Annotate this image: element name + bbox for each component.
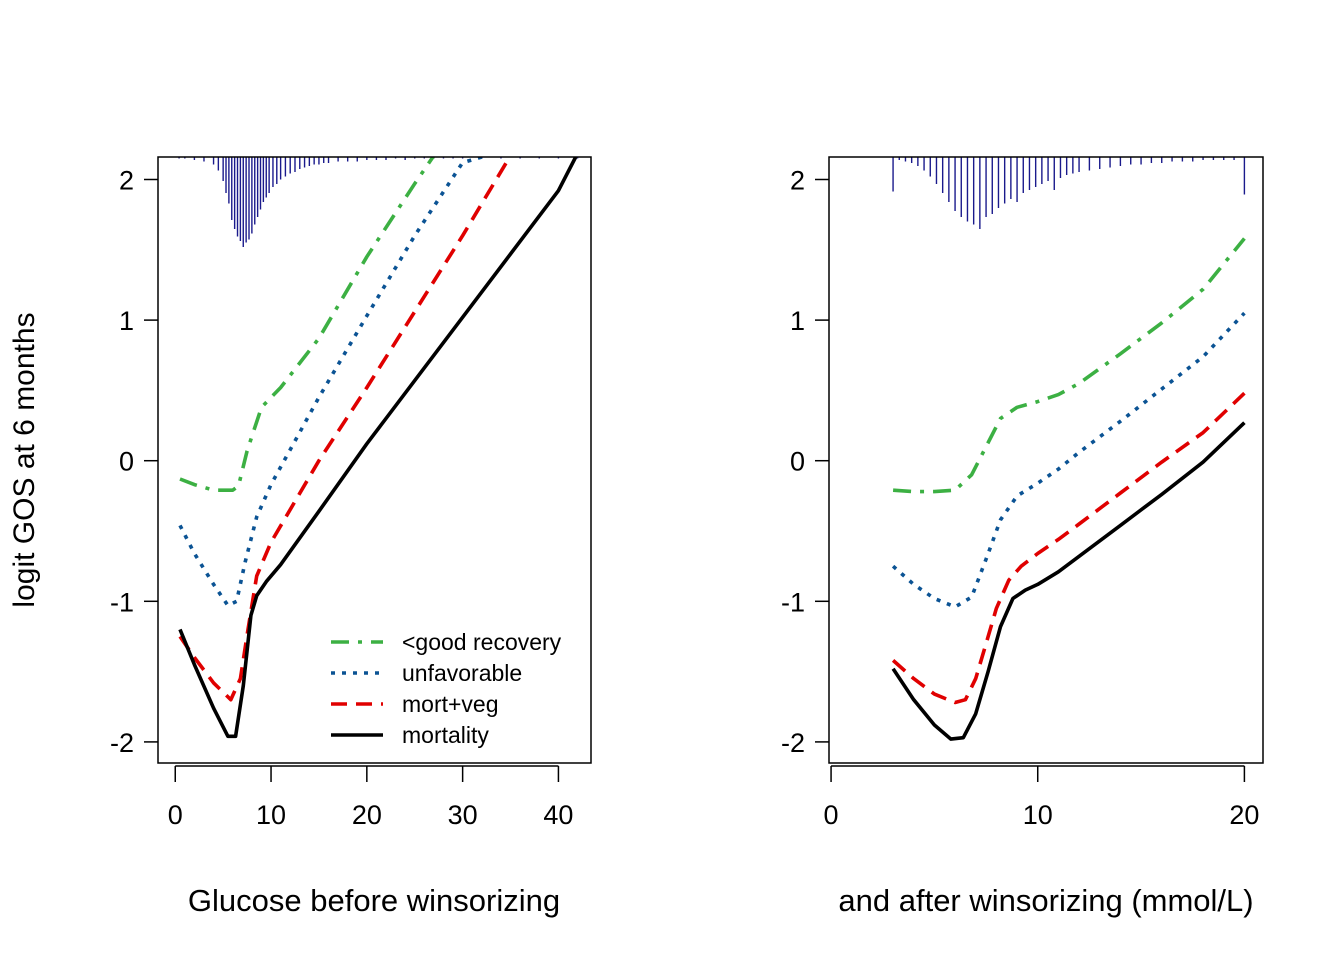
histogram-left — [178, 157, 579, 247]
y-tick-label: 2 — [790, 165, 805, 195]
x-tick-label: 0 — [168, 800, 183, 830]
legend: <good recovery unfavorable mort+veg mortali… — [331, 629, 562, 748]
series-line-unfavorable — [178, 157, 488, 608]
y-tick-label: 0 — [119, 447, 134, 477]
x-tick-label: 20 — [352, 800, 382, 830]
y-tick-label: -1 — [781, 587, 805, 617]
y-tick-label: 0 — [790, 447, 805, 477]
x-tick-label: 30 — [448, 800, 478, 830]
series-line-mort-veg — [891, 391, 1246, 705]
y-tick-label: 1 — [790, 306, 805, 336]
x-axis-label-left: Glucose before winsorizing — [188, 883, 560, 918]
legend-label-unfavorable: unfavorable — [402, 660, 522, 686]
series-line-good-recovery — [892, 237, 1246, 494]
y-axis-label: logit GOS at 6 months — [8, 312, 41, 607]
y-tick-label: -2 — [110, 728, 134, 758]
legend-label-mortality: mortality — [402, 722, 489, 748]
y-tick-label: -1 — [110, 587, 134, 617]
legend-label-good-recovery: <good recovery — [402, 629, 562, 655]
x-axis-label-right: and after winsorizing (mmol/L) — [838, 883, 1253, 918]
x-tick-label: 40 — [543, 800, 573, 830]
histogram-right — [892, 157, 1246, 229]
x-tick-label: 20 — [1229, 800, 1259, 830]
series-line-mortality — [178, 157, 578, 739]
y-tick-label: 2 — [119, 165, 134, 195]
series-line-mortality — [891, 421, 1246, 741]
legend-label-mort-veg: mort+veg — [402, 691, 499, 717]
series-line-good-recovery — [179, 157, 436, 493]
y-tick-label: 1 — [119, 306, 134, 336]
x-tick-label: 10 — [1023, 800, 1053, 830]
plot-frame-left — [157, 156, 592, 764]
curves-left — [178, 157, 578, 739]
x-tick-label: 0 — [824, 800, 839, 830]
curves-right — [891, 237, 1246, 741]
x-tick-label: 10 — [256, 800, 286, 830]
y-tick-label: -2 — [781, 728, 805, 758]
series-line-mort-veg — [178, 157, 578, 702]
